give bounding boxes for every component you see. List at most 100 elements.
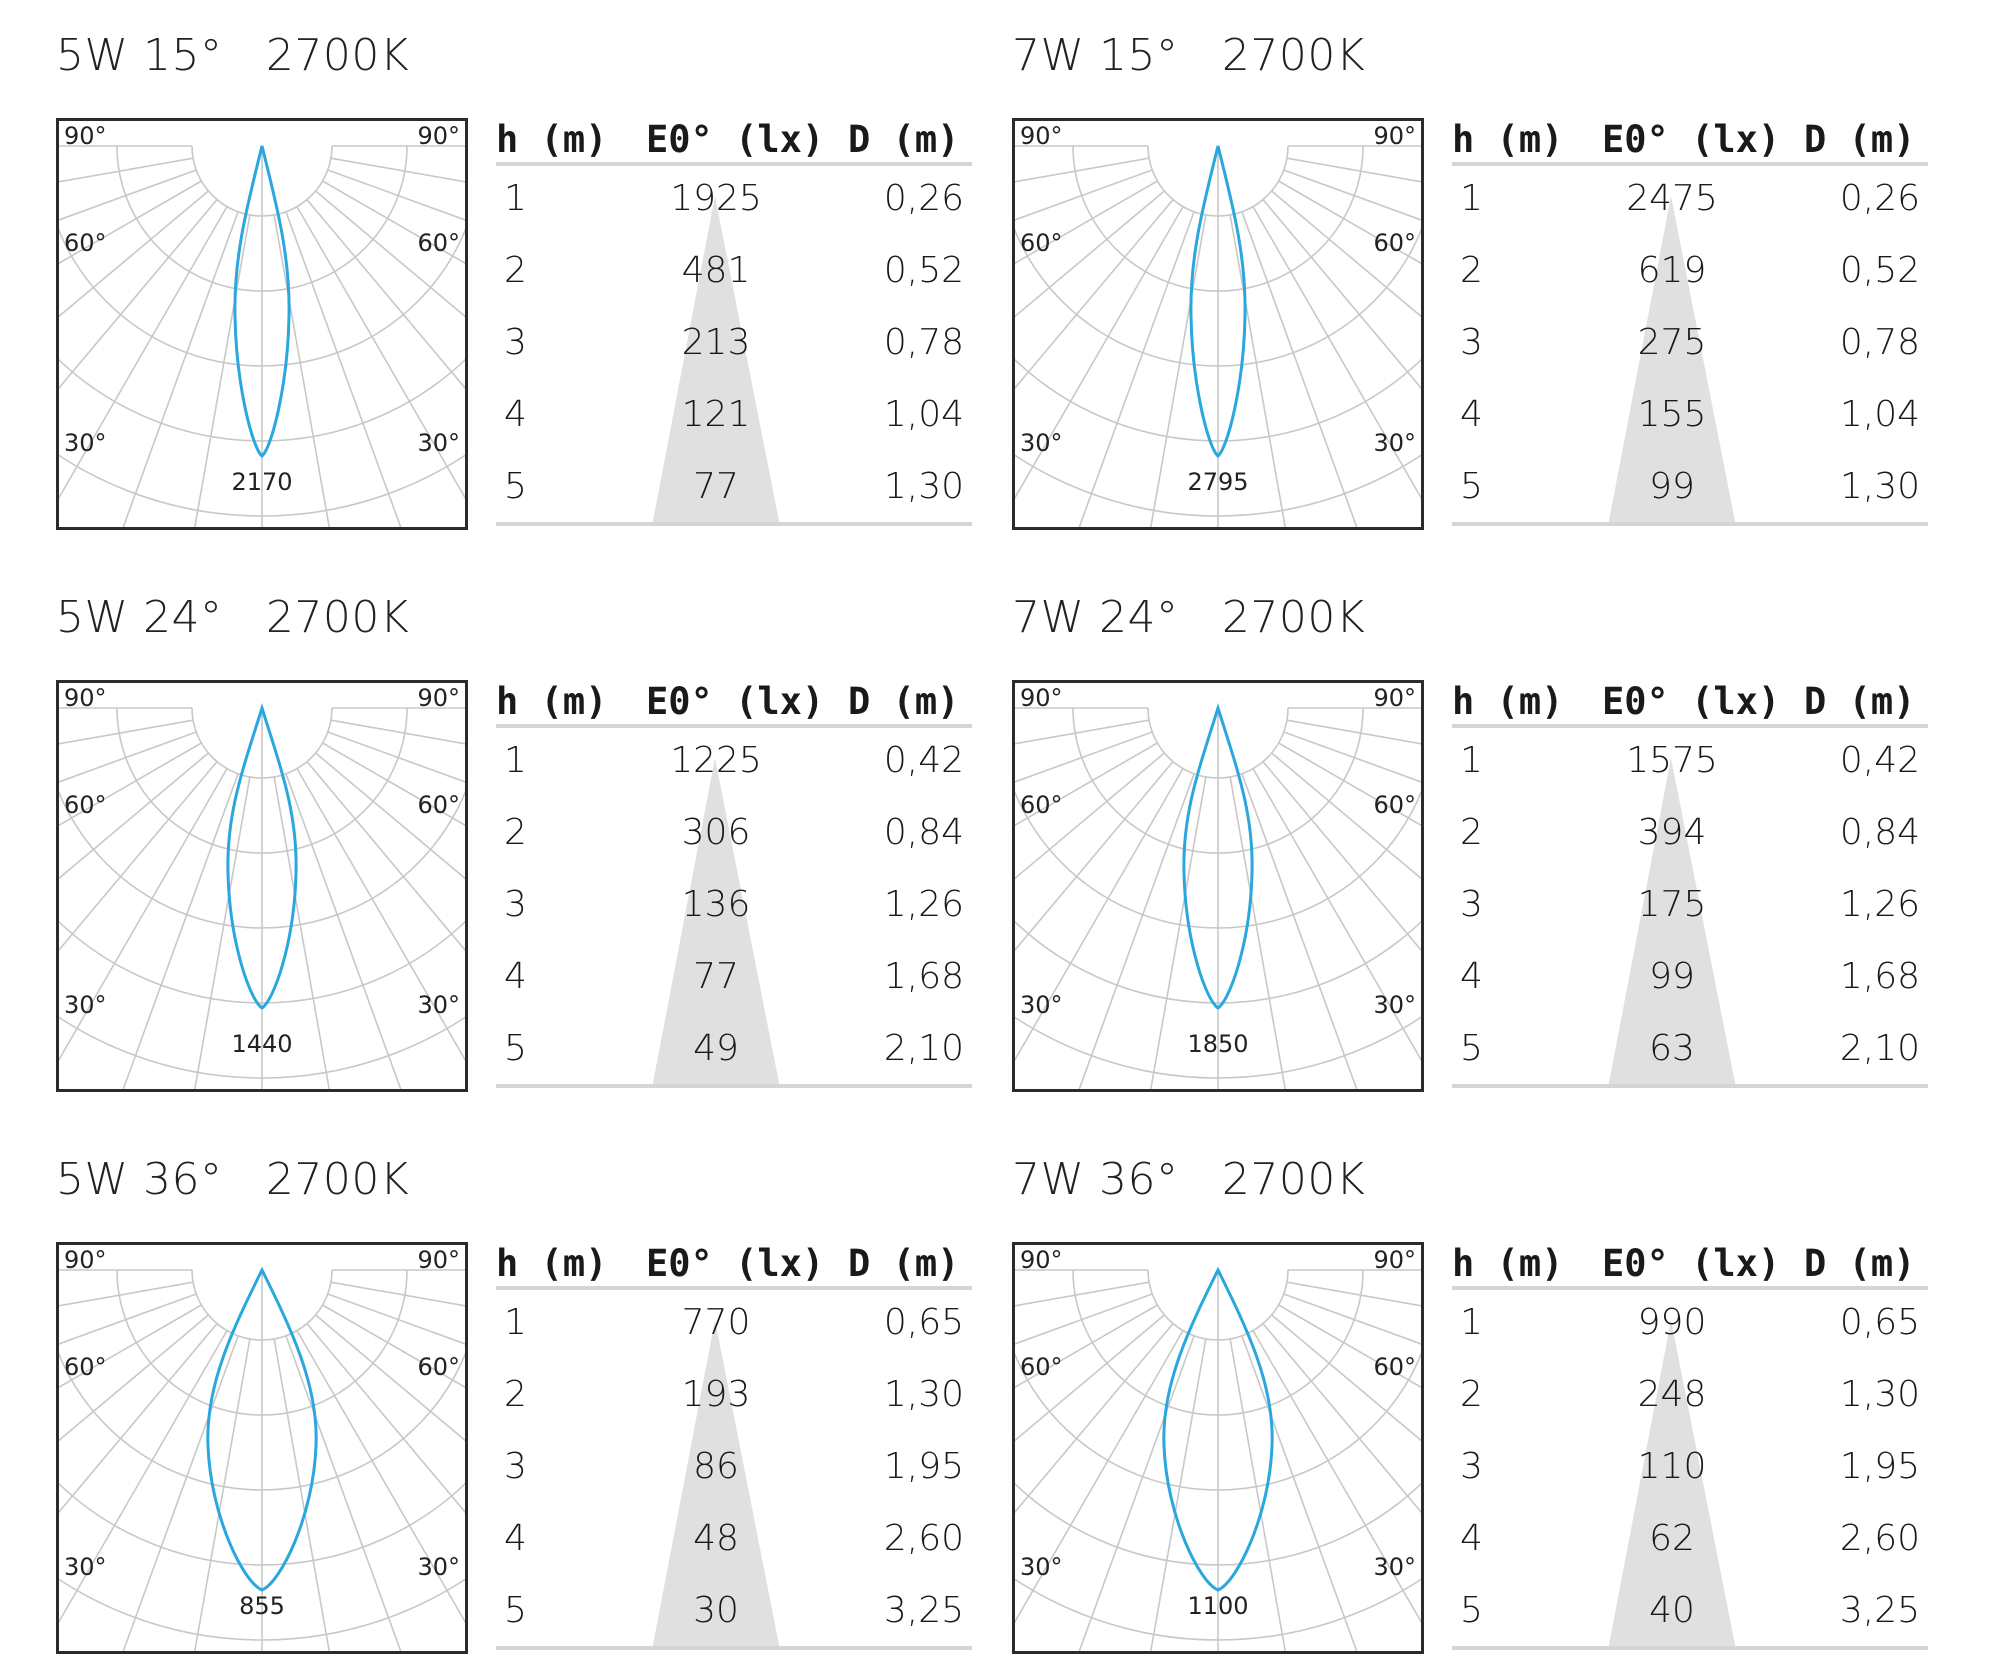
cell-illuminance: 213 [681,322,751,363]
light-distribution-curve [206,1266,318,1592]
label-90-left: 90° [1020,122,1063,150]
label-90-right: 90° [1373,122,1416,150]
cell-height: 5 [504,466,527,507]
cell-diameter: 1,30 [883,1374,964,1415]
header-rule [1452,162,1928,166]
label-90-right: 90° [1373,1246,1416,1274]
panel-title: 7W 15° 2700K [1012,30,1366,81]
cell-height: 2 [1460,1374,1483,1415]
label-30-right: 30° [1373,429,1416,457]
illuminance-table: h (m) E0° (lx) D (m) 1 770 0,65 2 193 1,… [496,1242,972,1652]
panel-title: 5W 15° 2700K [56,30,410,81]
label-90-left: 90° [64,1246,107,1274]
diagram-frame [56,680,468,1092]
label-60-left: 60° [1020,791,1063,819]
cell-height: 5 [1460,1028,1483,1069]
cell-illuminance: 193 [681,1374,751,1415]
header-illuminance: E0° (lx) [1602,118,1781,161]
cell-illuminance: 770 [681,1302,751,1343]
cell-height: 3 [504,884,527,925]
label-30-left: 30° [64,429,107,457]
illuminance-table: h (m) E0° (lx) D (m) 1 1575 0,42 2 394 0… [1452,680,1928,1090]
cell-height: 5 [1460,1590,1483,1631]
peak-intensity-label: 855 [239,1592,285,1620]
header-rule [1452,1286,1928,1290]
label-90-left: 90° [64,684,107,712]
peak-intensity-label: 1440 [231,1030,292,1058]
cell-illuminance: 175 [1637,884,1707,925]
table-header: h (m) E0° (lx) D (m) [1452,118,1928,161]
panel-title: 5W 24° 2700K [56,592,410,643]
table-header: h (m) E0° (lx) D (m) [496,118,972,161]
label-30-left: 30° [1020,429,1063,457]
header-height: h (m) [496,680,608,723]
bottom-rule [496,1646,972,1650]
cell-illuminance: 63 [1649,1028,1695,1069]
label-30-right: 30° [417,991,460,1019]
label-90-left: 90° [64,122,107,150]
beam-cone [1608,196,1736,526]
label-90-right: 90° [1373,684,1416,712]
cell-height: 2 [1460,250,1483,291]
cell-height: 1 [504,740,527,781]
label-60-left: 60° [64,1353,107,1381]
beam-cone [652,758,780,1088]
cell-diameter: 1,26 [883,884,964,925]
cell-diameter: 2,10 [1839,1028,1920,1069]
cell-illuminance: 99 [1649,956,1695,997]
cell-height: 3 [504,1446,527,1487]
cell-diameter: 1,68 [883,956,964,997]
cell-illuminance: 49 [693,1028,739,1069]
header-height: h (m) [1452,680,1564,723]
cell-illuminance: 77 [693,466,739,507]
cell-height: 4 [1460,956,1483,997]
cell-height: 2 [504,250,527,291]
cell-illuminance: 1575 [1626,740,1718,781]
cell-height: 4 [504,956,527,997]
cell-illuminance: 2475 [1626,178,1718,219]
light-distribution-curve [1162,1266,1274,1592]
label-90-left: 90° [1020,684,1063,712]
label-60-right: 60° [1373,229,1416,257]
cell-illuminance: 121 [681,394,751,435]
header-illuminance: E0° (lx) [646,1242,825,1285]
label-60-right: 60° [1373,791,1416,819]
header-diameter: D (m) [848,118,960,161]
diagram-frame [56,118,468,530]
photometric-panel: 7W 24° 2700K 90° 90° 60° 60° 30° 30° 185… [1012,562,1972,1102]
cell-height: 1 [1460,1302,1483,1343]
illuminance-table: h (m) E0° (lx) D (m) 1 1225 0,42 2 306 0… [496,680,972,1090]
cell-illuminance: 306 [681,812,751,853]
cell-illuminance: 62 [1649,1518,1695,1559]
cell-illuminance: 1225 [670,740,762,781]
cell-height: 1 [504,1302,527,1343]
cell-diameter: 1,95 [883,1446,964,1487]
cell-diameter: 0,78 [883,322,964,363]
cell-diameter: 1,30 [1839,1374,1920,1415]
header-diameter: D (m) [1804,1242,1916,1285]
photometric-panel: 5W 36° 2700K 90° 90° 60° 60° 30° 30° 855… [56,1124,1016,1664]
panel-title: 7W 36° 2700K [1012,1154,1366,1205]
label-30-right: 30° [1373,1553,1416,1581]
table-header: h (m) E0° (lx) D (m) [1452,1242,1928,1285]
header-height: h (m) [1452,118,1564,161]
illuminance-table: h (m) E0° (lx) D (m) 1 990 0,65 2 248 1,… [1452,1242,1928,1652]
cell-illuminance: 155 [1637,394,1707,435]
cell-height: 5 [1460,466,1483,507]
header-rule [496,1286,972,1290]
panel-title: 5W 36° 2700K [56,1154,410,1205]
cell-illuminance: 40 [1649,1590,1695,1631]
cell-height: 1 [504,178,527,219]
table-header: h (m) E0° (lx) D (m) [496,680,972,723]
photometric-panel: 5W 24° 2700K 90° 90° 60° 60° 30° 30° 144… [56,562,1016,1102]
diagram-frame [1012,1242,1424,1654]
cell-diameter: 0,52 [1839,250,1920,291]
light-distribution-curve [1182,702,1254,1010]
cell-height: 3 [1460,322,1483,363]
header-illuminance: E0° (lx) [646,680,825,723]
cell-illuminance: 990 [1637,1302,1707,1343]
diagram-frame [1012,118,1424,530]
cell-diameter: 1,30 [883,466,964,507]
header-rule [496,162,972,166]
